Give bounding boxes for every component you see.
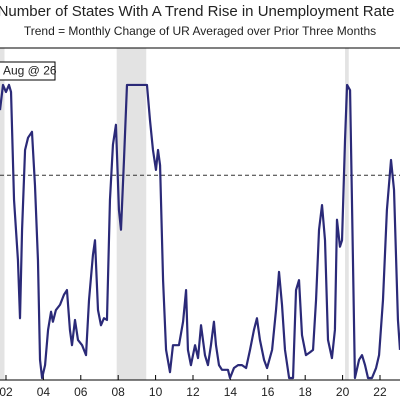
x-tick-label: 18 <box>299 385 313 399</box>
recession-shade <box>345 48 349 380</box>
x-tick-label: 08 <box>112 385 126 399</box>
x-tick-label: 14 <box>224 385 238 399</box>
series-line <box>0 83 400 380</box>
chart-title: Number of States With A Trend Rise in Un… <box>0 3 394 20</box>
recession-shade <box>0 48 5 380</box>
x-tick-label: 20 <box>336 385 350 399</box>
x-tick-label: 16 <box>261 385 275 399</box>
x-tick-label: 10 <box>149 385 163 399</box>
annotation-box <box>0 61 56 81</box>
annotation: Aug @ 26 <box>3 64 57 78</box>
x-tick-label: 06 <box>74 385 88 399</box>
x-tick-label: 12 <box>186 385 200 399</box>
chart-subtitle: Trend = Monthly Change of UR Averaged ov… <box>24 24 376 38</box>
x-tick-label: 02 <box>0 385 13 399</box>
x-tick-label: 22 <box>373 385 387 399</box>
x-tick-label: 04 <box>37 385 51 399</box>
